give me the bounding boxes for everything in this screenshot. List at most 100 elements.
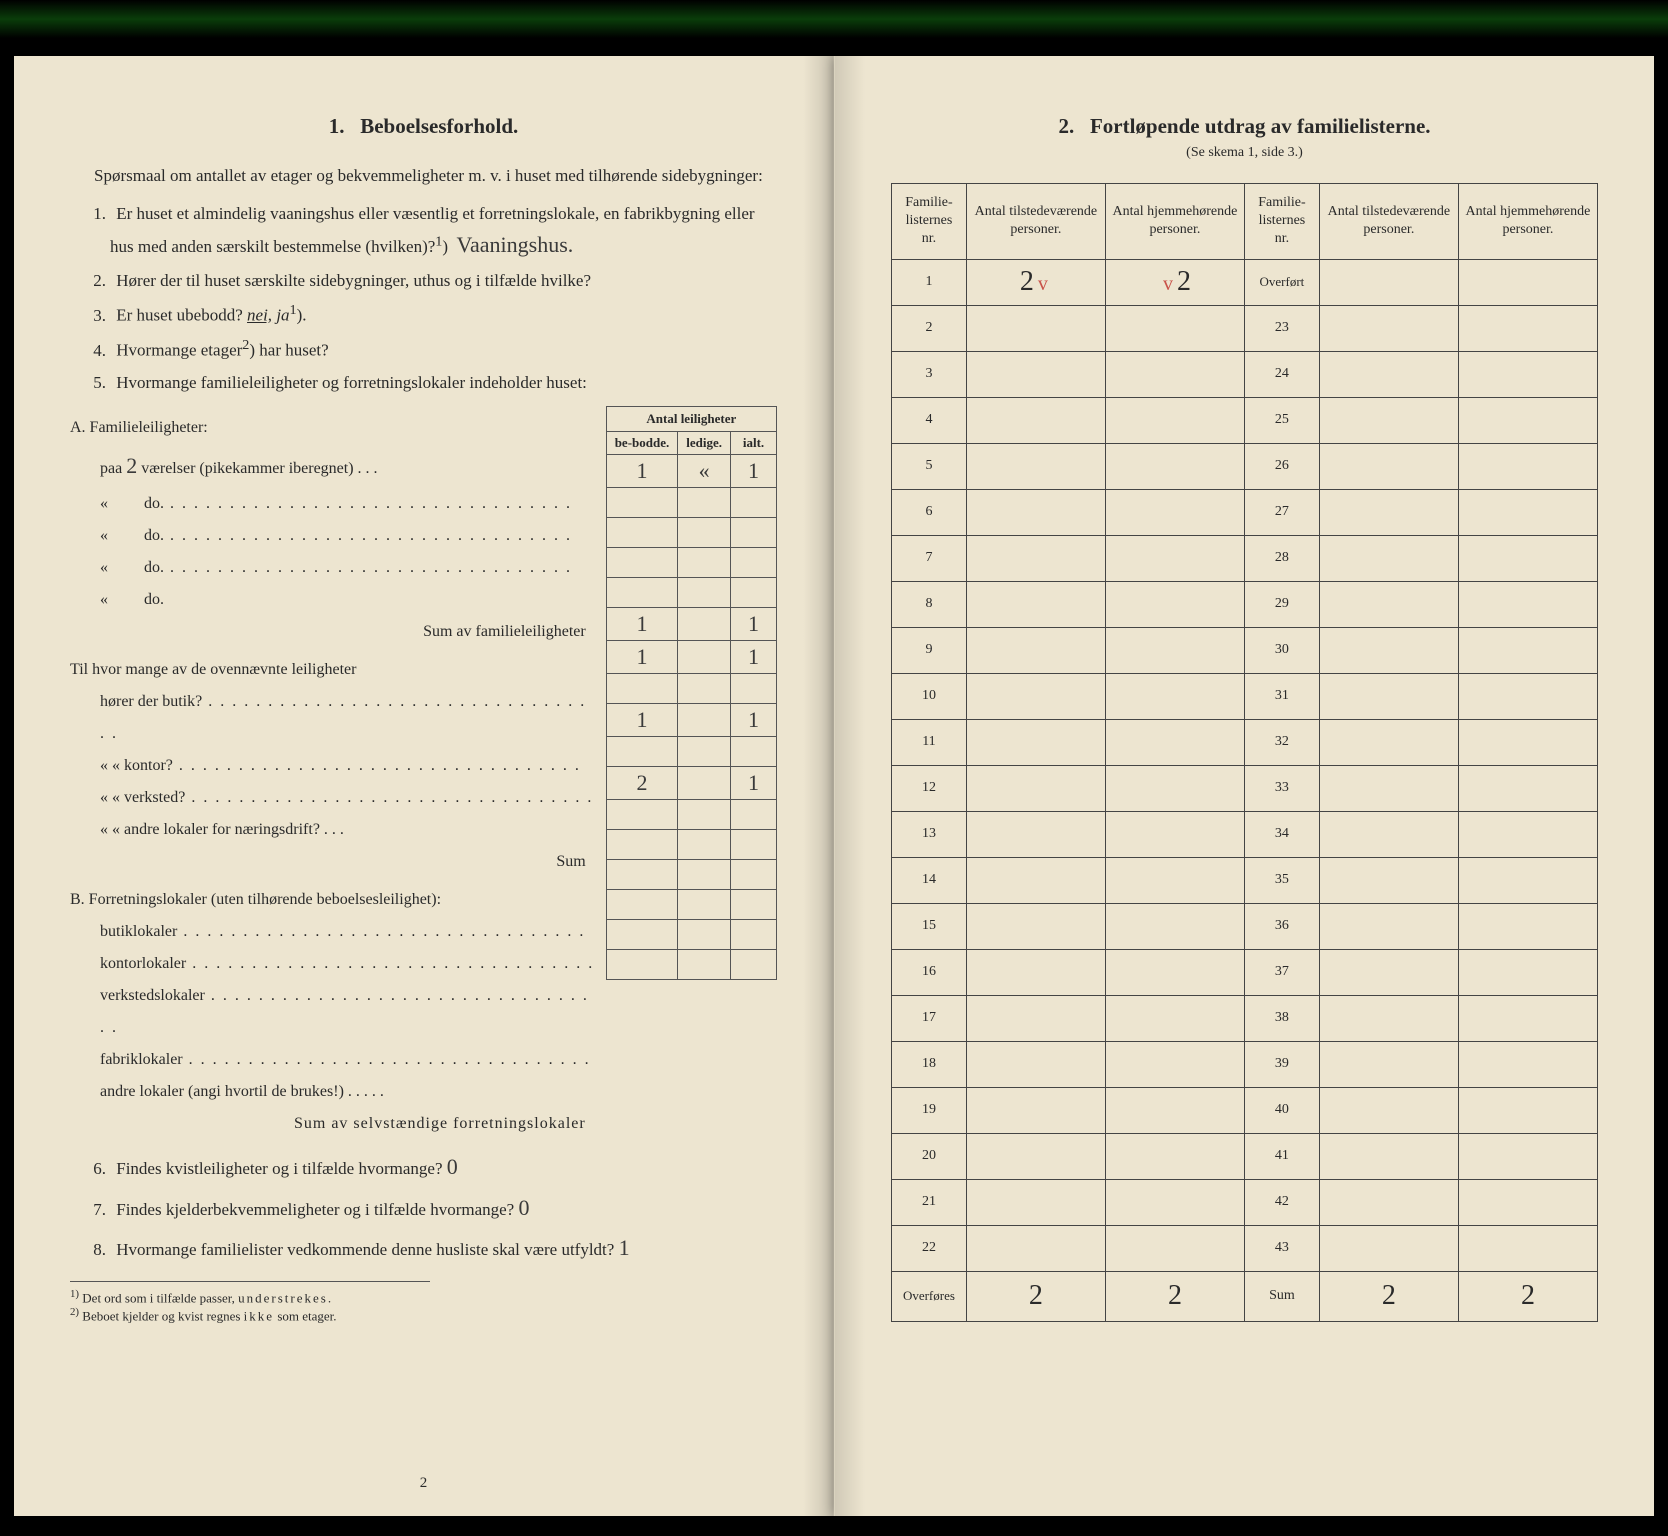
row-hjem-r (1458, 1041, 1597, 1087)
row-hjem-r (1458, 535, 1597, 581)
intro-paragraph: Spørsmaal om antallet av etager og bekve… (70, 163, 777, 189)
lt-butik-ia: 1 (731, 641, 777, 674)
row-hjem (1105, 1087, 1244, 1133)
row-nr-r: 41 (1244, 1133, 1319, 1179)
lt-verk-be: 1 (606, 704, 678, 737)
fn2-mark: 2) (70, 1306, 79, 1318)
lt-Asum-ia: 1 (731, 608, 777, 641)
row-tils (966, 535, 1105, 581)
lt-row-A2 (606, 488, 776, 518)
row-tils-r (1319, 765, 1458, 811)
section-1-title: Beboelsesforhold. (360, 114, 518, 138)
row-hjem (1105, 857, 1244, 903)
family-table-body: 12vv2Overført223324425526627728829930103… (892, 259, 1598, 1271)
lt-row-A5 (606, 578, 776, 608)
row-nr: 20 (892, 1133, 967, 1179)
row-hjem (1105, 1179, 1244, 1225)
row-nr: 3 (892, 351, 967, 397)
row-tils (966, 489, 1105, 535)
row-hjem (1105, 443, 1244, 489)
row-hjem-r (1458, 397, 1597, 443)
row-hjem-r (1458, 627, 1597, 673)
row-hjem (1105, 351, 1244, 397)
q6-number: 6. (86, 1156, 106, 1182)
family-row: 930 (892, 627, 1598, 673)
family-row: 223 (892, 305, 1598, 351)
family-row: 1233 (892, 765, 1598, 811)
leiligheter-table: Antal leiligheter be-bodde. ledige. ialt… (606, 406, 777, 980)
row-nr-r: 39 (1244, 1041, 1319, 1087)
row-nr: 4 (892, 397, 967, 443)
row-hjem-r (1458, 1133, 1597, 1179)
row-nr: 9 (892, 627, 967, 673)
row-nr-r: 40 (1244, 1087, 1319, 1133)
foot-h1: 2 (1105, 1271, 1244, 1321)
row-nr: 11 (892, 719, 967, 765)
row-tils-r (1319, 903, 1458, 949)
row-nr: 14 (892, 857, 967, 903)
lt-row-B4 (606, 890, 776, 920)
B-heading: B. Forretningslokaler (uten tilhørende b… (70, 884, 596, 916)
til-sum-label: Sum (70, 846, 596, 878)
family-row: 425 (892, 397, 1598, 443)
lt-col-ialt: ialt. (731, 432, 777, 455)
row-nr: 22 (892, 1225, 967, 1271)
row-nr-r: 26 (1244, 443, 1319, 489)
q4-text-b: ) har huset? (249, 341, 328, 360)
row-tils (966, 857, 1105, 903)
fth-tils-2: Antal tilstedeværende personer. (1319, 184, 1458, 260)
q1-answer: Vaaningshus. (457, 232, 574, 257)
row-tils-r (1319, 581, 1458, 627)
q1-sup: 1 (435, 233, 442, 249)
row-tils-r (1319, 995, 1458, 1041)
foot-t1: 2 (966, 1271, 1105, 1321)
A-sum-label: Sum av familieleiligheter (70, 616, 596, 648)
overfores-label: Overføres (892, 1271, 967, 1321)
lt-Asum-be: 1 (606, 608, 678, 641)
fth-nr-2: Familie-listernes nr. (1244, 184, 1319, 260)
row-hjem-r (1458, 857, 1597, 903)
question-list-2: 6. Findes kvistleiligheter og i tilfælde… (70, 1150, 777, 1264)
A-do5: do. (144, 591, 164, 608)
family-row: 1637 (892, 949, 1598, 995)
A-line1: paa 2 værelser (pikekammer iberegnet) . … (70, 444, 596, 488)
A-line1-text: værelser (pikekammer iberegnet) . . . (141, 460, 377, 477)
question-7: 7. Findes kjelderbekvemmeligheter og i t… (70, 1191, 777, 1225)
q1-number: 1. (86, 201, 106, 227)
row-hjem (1105, 535, 1244, 581)
section-1-number: 1. (329, 114, 345, 138)
row-nr-r: 31 (1244, 673, 1319, 719)
row-tils: 2v (966, 259, 1105, 305)
row-hjem-r (1458, 581, 1597, 627)
lt-A1-be: 1 (606, 455, 678, 488)
row-hjem-r (1458, 949, 1597, 995)
q2-number: 2. (86, 268, 106, 294)
A-line4: « do. (70, 552, 596, 584)
row-tils (966, 949, 1105, 995)
row-tils-r (1319, 673, 1458, 719)
scan-top-edge (0, 0, 1668, 38)
fth-hjem-1: Antal hjemmehørende personer. (1105, 184, 1244, 260)
row-hjem-r (1458, 903, 1597, 949)
lt-row-Bsum (606, 950, 776, 980)
q5-number: 5. (86, 370, 106, 396)
row-nr: 19 (892, 1087, 967, 1133)
row-hjem (1105, 1041, 1244, 1087)
foot-t2: 2 (1319, 1271, 1458, 1321)
lt-butik-be: 1 (606, 641, 678, 674)
row-tils-r (1319, 627, 1458, 673)
row-nr-r: 37 (1244, 949, 1319, 995)
row-nr-r: 36 (1244, 903, 1319, 949)
row-hjem (1105, 1225, 1244, 1271)
B-kontor: kontorlokaler (70, 948, 596, 980)
row-nr-r: 35 (1244, 857, 1319, 903)
lt-row-B3 (606, 860, 776, 890)
row-hjem-r (1458, 1087, 1597, 1133)
page-number-left: 2 (14, 1475, 833, 1492)
row-tils (966, 351, 1105, 397)
family-row: 1132 (892, 719, 1598, 765)
row-tils (966, 1225, 1105, 1271)
question-list: 1. Er huset et almindelig vaaningshus el… (70, 201, 777, 396)
row-hjem-r (1458, 673, 1597, 719)
row-tils-r (1319, 1087, 1458, 1133)
